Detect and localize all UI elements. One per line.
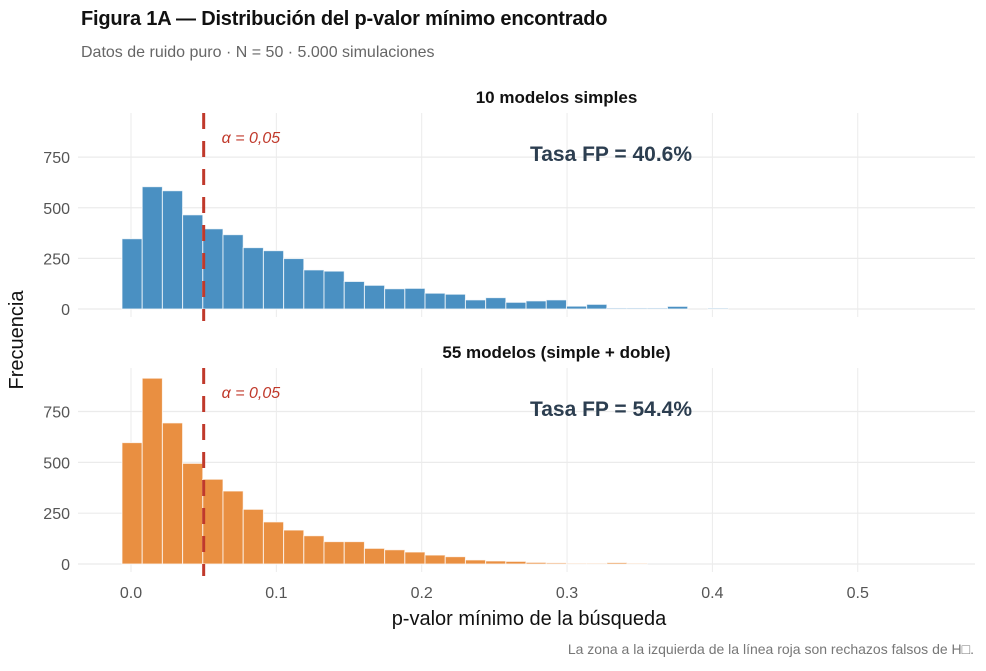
histogram-bar: [464, 559, 487, 565]
histogram-bar: [545, 299, 567, 310]
y-tick-label: 0: [61, 557, 70, 574]
histogram-bar: [565, 562, 588, 565]
x-axis-label: p-valor mínimo de la búsqueda: [391, 608, 667, 630]
histogram-bar: [343, 280, 365, 310]
histogram-bar: [404, 287, 426, 310]
histogram-bar: [384, 549, 406, 565]
histogram-bar: [141, 377, 163, 565]
histogram-bar: [222, 234, 244, 310]
histogram-bar: [202, 478, 224, 565]
histogram-bar: [161, 190, 184, 310]
chart-title: Figura 1A — Distribución del p-valor mín…: [81, 8, 608, 30]
histogram-bar: [303, 269, 325, 310]
histogram-bar: [646, 307, 668, 310]
histogram-bar: [424, 554, 446, 565]
histogram-bar: [525, 300, 547, 310]
histogram-bar: [222, 490, 244, 565]
histogram-bar: [606, 562, 628, 565]
histogram-bar: [182, 462, 204, 565]
panel-title: 55 modelos (simple + doble): [442, 343, 670, 362]
histogram-bar: [202, 228, 224, 310]
histogram-bar: [525, 561, 547, 565]
histogram-bar: [283, 529, 305, 565]
chart-subtitle: Datos de ruido puro · N = 50 · 5.000 sim…: [81, 44, 435, 61]
false-positive-rate-annotation: Tasa FP = 40.6%: [530, 143, 692, 166]
y-tick-label: 250: [43, 506, 70, 523]
histogram-bar: [303, 535, 325, 565]
histogram-bar: [262, 521, 285, 565]
histogram-bar: [444, 556, 466, 565]
histogram-bar: [242, 247, 264, 310]
histogram-bar: [545, 562, 567, 565]
histogram-bar: [404, 551, 426, 565]
histogram-bar: [666, 305, 689, 310]
histogram-bar: [343, 541, 365, 565]
alpha-label: α = 0,05: [222, 130, 281, 147]
histogram-bar: [626, 562, 648, 565]
false-positive-rate-annotation: Tasa FP = 54.4%: [530, 398, 692, 421]
histogram-bar: [505, 301, 527, 310]
alpha-label: α = 0,05: [222, 385, 281, 402]
histogram-bar: [464, 299, 487, 310]
histogram-bar: [161, 422, 184, 565]
x-tick-label: 0.3: [556, 585, 578, 602]
y-axis-label: Frecuencia: [6, 290, 28, 390]
histogram-bar: [121, 238, 143, 310]
histogram-bar: [182, 214, 204, 310]
y-tick-label: 500: [43, 455, 70, 472]
histogram-bar: [707, 307, 729, 310]
histogram-bar: [363, 547, 386, 565]
y-tick-label: 500: [43, 201, 70, 218]
histogram-bar: [121, 442, 143, 565]
histogram-bar: [586, 303, 608, 310]
histogram-bar: [424, 292, 446, 310]
histogram-bar: [586, 562, 608, 565]
panel-title: 10 modelos simples: [476, 88, 638, 107]
histogram-bar: [606, 307, 628, 310]
histogram-bar: [384, 288, 406, 310]
x-tick-label: 0.0: [120, 585, 142, 602]
histogram-bar: [262, 250, 285, 310]
y-tick-label: 250: [43, 251, 70, 268]
histogram-bar: [505, 560, 527, 565]
x-tick-label: 0.5: [847, 585, 869, 602]
chart-caption: La zona a la izquierda de la línea roja …: [567, 641, 974, 657]
x-tick-label: 0.4: [701, 585, 723, 602]
histogram-bar: [565, 305, 588, 310]
y-tick-label: 0: [61, 302, 70, 319]
histogram-bar: [323, 270, 345, 310]
histogram-bar: [485, 297, 507, 310]
histogram-bar: [323, 541, 345, 565]
histogram-bar: [626, 307, 648, 310]
histogram-bar: [485, 560, 507, 565]
histogram-bar: [242, 508, 264, 565]
histogram-bar: [283, 258, 305, 310]
histogram-bar: [444, 293, 466, 310]
histogram-bar: [363, 284, 386, 310]
x-tick-label: 0.2: [411, 585, 433, 602]
histogram-bar: [141, 186, 163, 310]
y-tick-label: 750: [43, 150, 70, 167]
x-tick-label: 0.1: [265, 585, 287, 602]
y-tick-label: 750: [43, 405, 70, 422]
